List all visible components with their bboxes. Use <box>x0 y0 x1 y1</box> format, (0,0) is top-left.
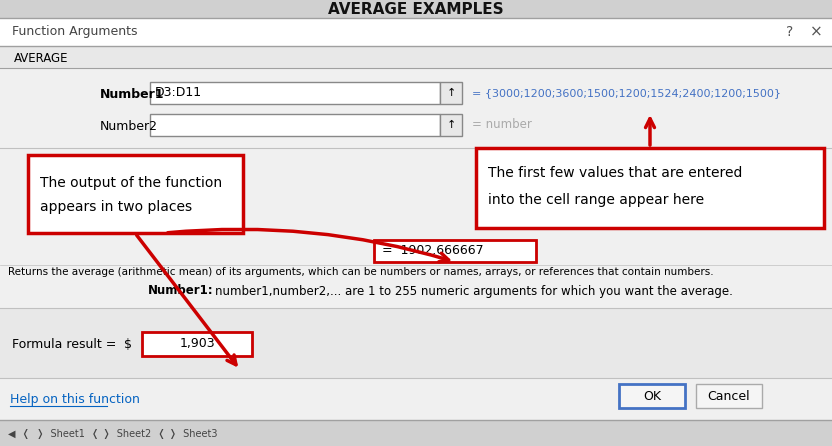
Bar <box>0 46 832 68</box>
Bar <box>0 308 832 378</box>
Text: AVERAGE: AVERAGE <box>14 53 68 66</box>
Text: The output of the function: The output of the function <box>40 176 222 190</box>
Text: ×: × <box>810 25 822 40</box>
Bar <box>0 420 832 446</box>
Text: into the cell range appear here: into the cell range appear here <box>488 193 704 207</box>
Text: OK: OK <box>643 389 661 402</box>
Text: Cancel: Cancel <box>708 389 750 402</box>
Bar <box>0 378 832 420</box>
Text: Function Arguments: Function Arguments <box>12 25 137 38</box>
Bar <box>142 332 252 356</box>
Text: ◀  ❬  ❭  Sheet1  ❬ ❭  Sheet2  ❬ ❭  Sheet3: ◀ ❬ ❭ Sheet1 ❬ ❭ Sheet2 ❬ ❭ Sheet3 <box>8 429 217 439</box>
Bar <box>142 332 252 356</box>
Text: The first few values that are entered: The first few values that are entered <box>488 166 742 180</box>
Text: = {3000;1200;3600;1500;1200;1524;2400;1200;1500}: = {3000;1200;3600;1500;1200;1524;2400;12… <box>472 88 781 98</box>
Text: $: $ <box>124 338 132 351</box>
Text: ?: ? <box>786 25 794 39</box>
Text: Formula result =: Formula result = <box>12 338 116 351</box>
Text: D3:D11: D3:D11 <box>155 87 202 99</box>
Bar <box>0 0 832 18</box>
Bar <box>374 240 536 262</box>
Bar <box>619 384 685 408</box>
Bar <box>0 68 832 378</box>
Text: 1,903: 1,903 <box>179 338 215 351</box>
Bar <box>28 155 243 233</box>
Bar <box>440 114 462 136</box>
Bar <box>150 114 440 136</box>
Text: = number: = number <box>472 119 532 132</box>
Bar <box>0 18 832 46</box>
Bar <box>440 82 462 104</box>
Text: AVERAGE EXAMPLES: AVERAGE EXAMPLES <box>328 1 504 17</box>
Text: Number1: Number1 <box>100 88 165 102</box>
Text: number1,number2,... are 1 to 255 numeric arguments for which you want the averag: number1,number2,... are 1 to 255 numeric… <box>215 285 733 297</box>
Text: =  1902.666667: = 1902.666667 <box>382 244 483 257</box>
Text: Returns the average (arithmetic mean) of its arguments, which can be numbers or : Returns the average (arithmetic mean) of… <box>8 267 714 277</box>
Text: Number1:: Number1: <box>148 285 214 297</box>
Bar <box>696 384 762 408</box>
Text: ↑: ↑ <box>446 120 456 130</box>
Bar <box>476 148 824 228</box>
Bar <box>374 240 536 262</box>
Text: appears in two places: appears in two places <box>40 200 192 214</box>
Bar <box>150 82 440 104</box>
Text: Help on this function: Help on this function <box>10 392 140 405</box>
Text: Number2: Number2 <box>100 120 158 133</box>
Text: ↑: ↑ <box>446 88 456 98</box>
